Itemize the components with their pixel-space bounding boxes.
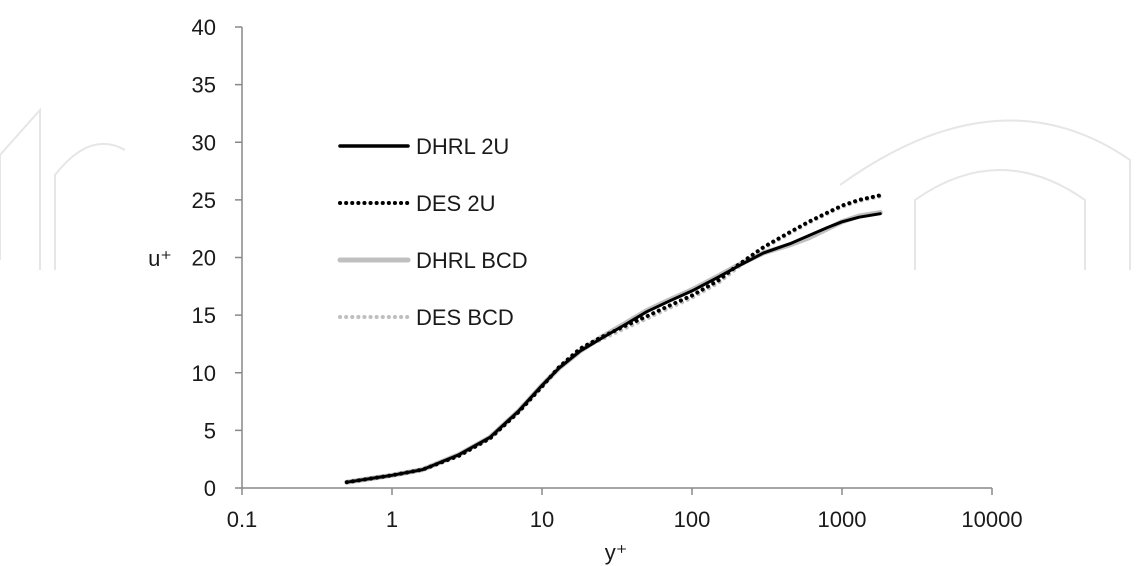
x-tick-label: 1000: [818, 507, 867, 532]
x-tick-label: 100: [674, 507, 711, 532]
y-axis: 0 5 10 15 20 25 30 35 40: [192, 15, 243, 501]
legend-label: DHRL 2U: [416, 134, 509, 159]
y-tick-label: 30: [192, 130, 216, 155]
x-axis: 0.1 1 10 100 1000 10000: [227, 487, 1023, 532]
y-tick-label: 5: [204, 418, 216, 443]
legend-label: DES 2U: [416, 191, 495, 216]
series-line-des-2u: [344, 193, 883, 485]
y-tick-label: 10: [192, 361, 216, 386]
watermark: [0, 107, 1131, 270]
legend-label: DHRL BCD: [416, 248, 528, 273]
x-tick-label: 1: [386, 507, 398, 532]
x-tick-label: 0.1: [227, 507, 258, 532]
plot-area: [344, 193, 883, 485]
y-tick-label: 0: [204, 476, 216, 501]
y-tick-label: 35: [192, 73, 216, 98]
legend: DHRL 2U DES 2U DHRL BCD DES BCD: [337, 134, 528, 330]
y-tick-label: 15: [192, 303, 216, 328]
y-tick-label: 25: [192, 188, 216, 213]
y-axis-title: u⁺: [148, 246, 172, 271]
x-tick-label: 10000: [961, 507, 1022, 532]
y-tick-label: 40: [192, 15, 216, 40]
x-axis-title: y⁺: [605, 540, 628, 565]
y-tick-label: 20: [192, 246, 216, 271]
x-tick-label: 10: [530, 507, 554, 532]
legend-label: DES BCD: [416, 305, 514, 330]
